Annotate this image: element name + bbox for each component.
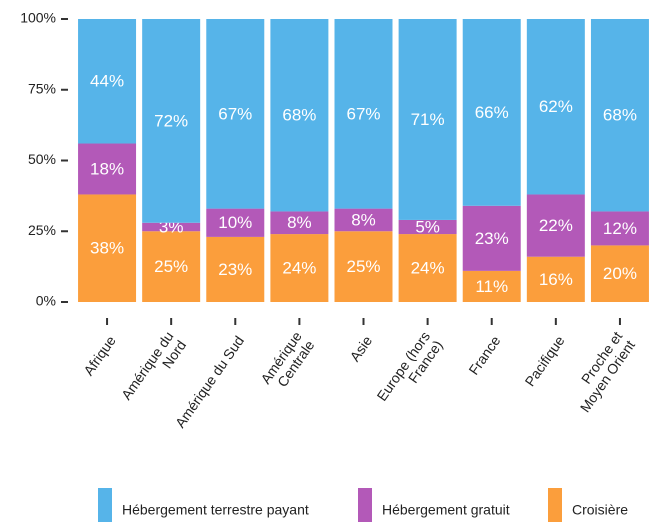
value-label: 5% (415, 217, 440, 236)
legend-label: Hébergement terrestre payant (122, 502, 309, 518)
x-tick-label: Europe (horsFrance) (373, 328, 445, 412)
bar-segment (206, 208, 265, 237)
bar-segment (334, 231, 393, 302)
value-label: 68% (603, 106, 637, 125)
bar-segment (142, 19, 201, 223)
legend-swatch (358, 488, 372, 522)
value-label: 44% (90, 72, 124, 91)
value-label: 66% (475, 103, 509, 122)
bar-segment (526, 19, 585, 195)
bar-segment (206, 19, 265, 209)
bar-segment (270, 19, 329, 212)
x-tick-label-line: France (465, 332, 503, 377)
y-tick-label: 0% (36, 293, 56, 309)
bar-segment (206, 236, 265, 302)
value-label: 16% (539, 270, 573, 289)
x-tick-label: Amérique duNord (118, 328, 189, 411)
value-label: 62% (539, 97, 573, 116)
bar-segment (78, 143, 137, 195)
bar-segment (78, 19, 137, 144)
bar-segment (398, 19, 457, 220)
bar-segment (270, 234, 329, 302)
x-tick-label: Asie (346, 332, 375, 364)
bar-segment (334, 208, 393, 232)
value-label: 23% (475, 229, 509, 248)
legend-label: Hébergement gratuit (382, 502, 510, 518)
value-label: 11% (475, 277, 508, 296)
bar-segment (462, 270, 521, 302)
value-label: 20% (603, 264, 637, 283)
bar-segment (590, 245, 649, 302)
value-label: 71% (411, 110, 445, 129)
x-tick-label: AmériqueCentrale (257, 328, 317, 395)
bar-segment (270, 211, 329, 235)
value-label: 24% (282, 259, 316, 278)
value-label: 18% (90, 159, 124, 178)
value-label: 68% (282, 106, 316, 125)
bar-segment (526, 194, 585, 257)
legend-swatch (98, 488, 112, 522)
bar-segment (526, 256, 585, 302)
bar-segment (142, 231, 201, 302)
value-label: 22% (539, 216, 573, 235)
value-label: 67% (346, 104, 380, 123)
x-tick-label-line: Pacifique (521, 332, 567, 389)
bar-segment (590, 211, 649, 246)
bar-segment (78, 194, 137, 302)
y-tick-label: 25% (28, 222, 56, 238)
value-label: 25% (154, 257, 188, 276)
value-label: 25% (346, 257, 380, 276)
value-label: 72% (154, 111, 188, 130)
y-tick-label: 50% (28, 151, 56, 167)
x-tick-label-line: Asie (346, 332, 375, 364)
x-tick-label: Afrique (80, 332, 119, 378)
bar-segment (590, 19, 649, 212)
value-label: 24% (411, 259, 445, 278)
y-tick-label: 100% (20, 10, 56, 26)
x-tick-label: France (465, 332, 503, 377)
bar-segment (462, 205, 521, 271)
x-tick-label: Proche etMoyen Orient (564, 328, 638, 415)
bar-segment (398, 219, 457, 235)
bar-segment (462, 19, 521, 206)
bar-segment (334, 19, 393, 209)
x-tick-label: Pacifique (521, 332, 567, 389)
x-tick-label-line: Afrique (80, 332, 119, 378)
value-label: 8% (287, 213, 312, 232)
value-label: 38% (90, 239, 124, 258)
value-label: 10% (218, 213, 252, 232)
value-label: 67% (218, 104, 252, 123)
bar-segment (142, 222, 201, 232)
value-label: 8% (351, 210, 376, 229)
bar-segment (398, 234, 457, 302)
legend-label: Croisière (572, 502, 628, 518)
y-tick-label: 75% (28, 80, 56, 96)
legend-swatch (548, 488, 562, 522)
value-label: 23% (218, 260, 252, 279)
value-label: 12% (603, 219, 637, 238)
